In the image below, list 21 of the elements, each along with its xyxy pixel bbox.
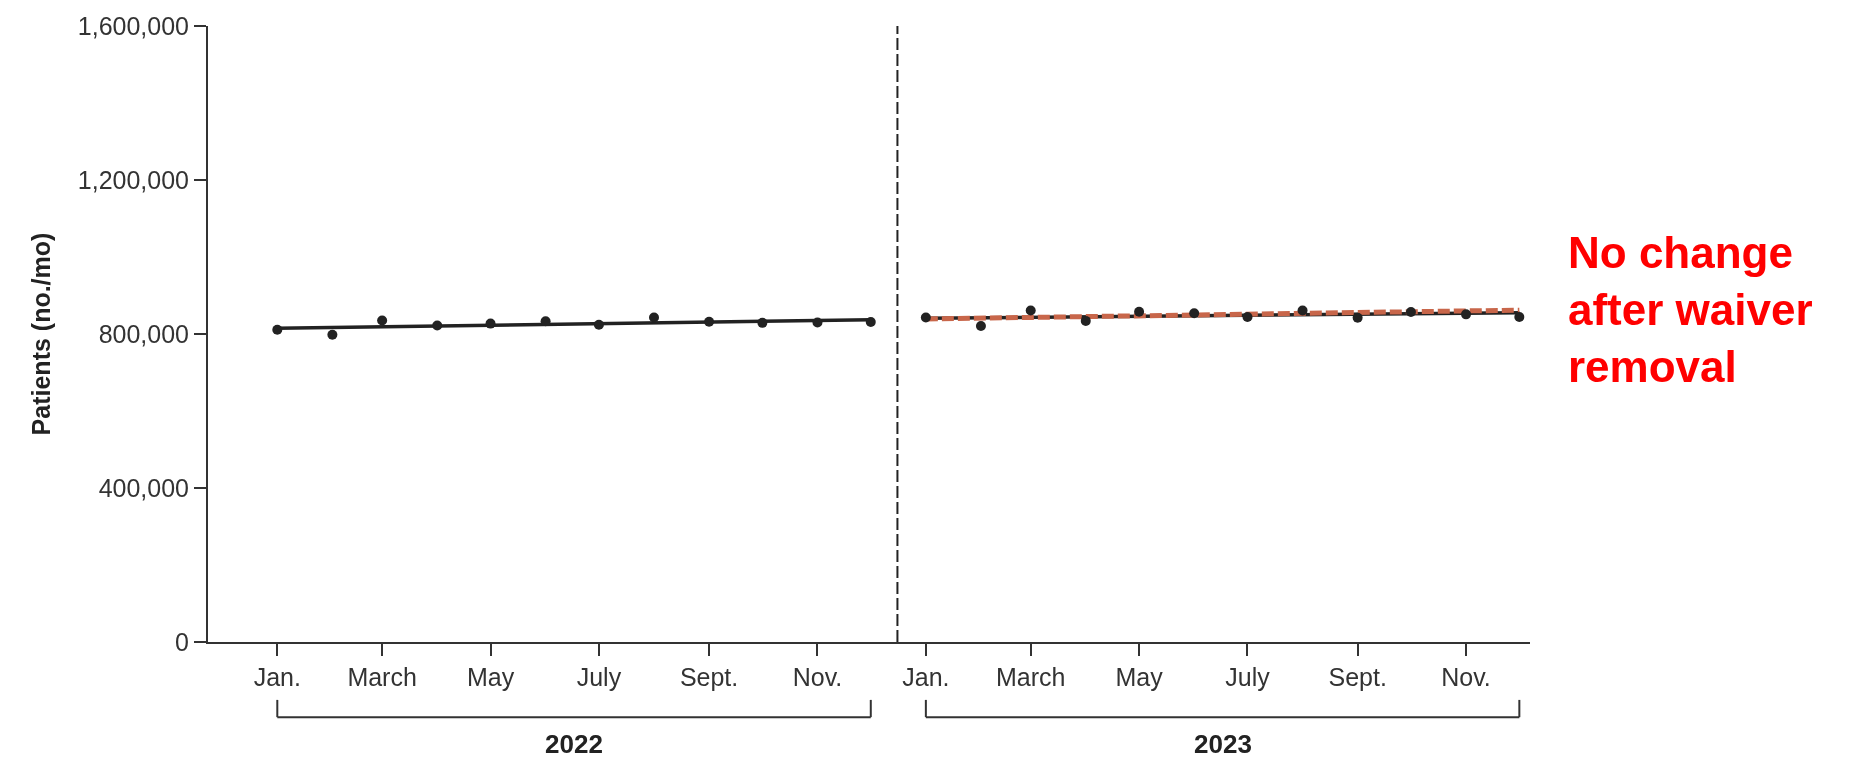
y-tick-label: 800,000	[98, 319, 189, 348]
y-tick-label: 0	[175, 627, 189, 656]
x-tick-label: Sept.	[679, 663, 739, 691]
x-tick-label: Jan.	[902, 663, 950, 691]
text: 2023	[1194, 729, 1252, 758]
x-tick-label: Jan.	[253, 663, 301, 691]
x-tick-label: July	[1225, 663, 1271, 691]
x-tick-label: March	[995, 663, 1066, 691]
x-tick-label: March	[347, 663, 417, 691]
y-axis-title: Patients (no./mo)	[27, 232, 56, 436]
x-tick-label: Nov.	[792, 663, 843, 691]
x-tick-label: Nov.	[1441, 663, 1491, 691]
x-tick-label: May	[1115, 663, 1164, 691]
text: 2022	[545, 729, 603, 758]
x-tick-label: Sept.	[1328, 663, 1387, 691]
y-tick-label: 400,000	[98, 473, 189, 502]
y-tick-label: 1,600,000	[77, 11, 189, 40]
x-tick-label: May	[466, 663, 515, 691]
text: No change after waiver removal	[1568, 228, 1813, 392]
y-tick-label: 1,200,000	[77, 165, 189, 194]
x-tick-label: July	[576, 663, 622, 691]
